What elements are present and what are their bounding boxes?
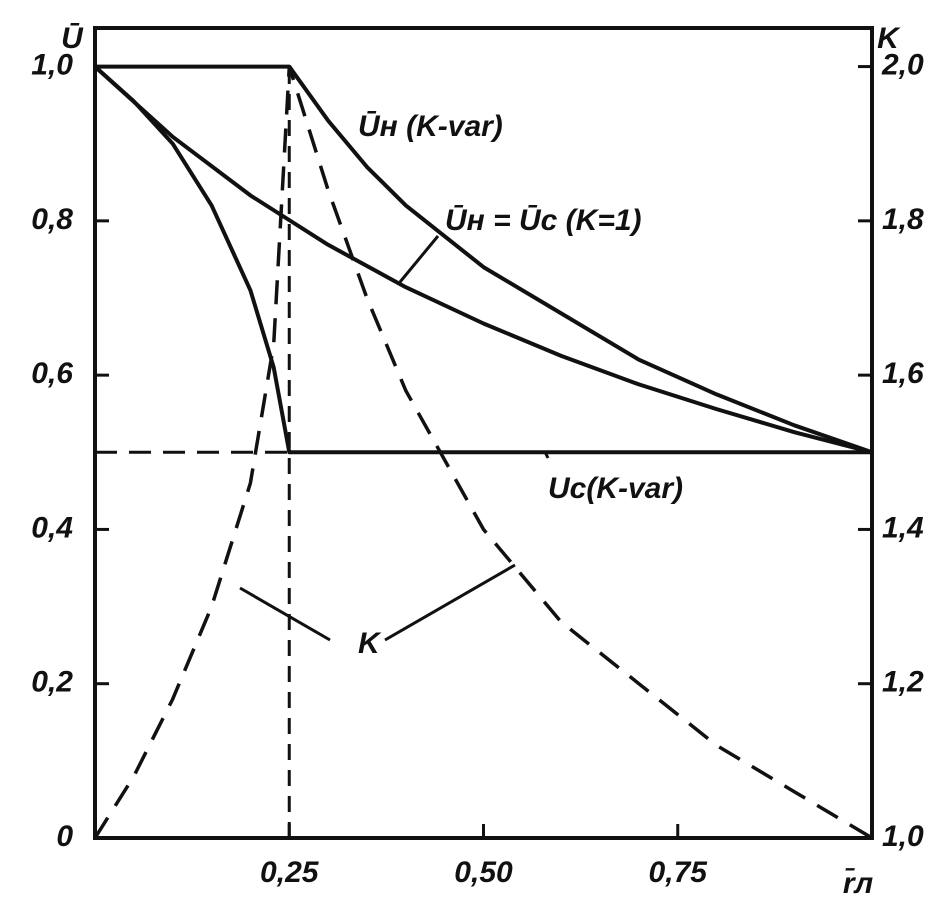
series-line <box>95 64 873 455</box>
y2-tick-label: 1,6 <box>882 357 924 390</box>
y-tick-label: 0,4 <box>31 511 73 544</box>
y-tick-label: 0 <box>56 820 73 853</box>
series-line <box>93 65 872 455</box>
x-tick-label: 0,50 <box>454 856 513 889</box>
y2-tick-label: 1,2 <box>882 666 924 699</box>
series-label: Ūн (K-var) <box>358 110 503 143</box>
series-line <box>93 64 873 840</box>
series-line <box>93 65 873 455</box>
y2-tick-label: 1,0 <box>882 820 924 853</box>
leader-line <box>543 451 550 459</box>
y2-tick-label: 2,0 <box>881 48 924 81</box>
x-tick-label: 0,75 <box>649 856 709 889</box>
y-axis-label: Ū <box>61 22 84 55</box>
y-tick-label: 1,0 <box>31 48 73 81</box>
y2-tick-label: 1,8 <box>882 203 924 236</box>
series-label: Uс(K-var) <box>548 472 683 505</box>
leader-line <box>384 563 516 642</box>
plot-frame <box>93 26 874 840</box>
y-tick-label: 0,2 <box>31 666 73 699</box>
y-tick-label: 0,8 <box>31 203 73 236</box>
x-tick-label: 0,25 <box>260 856 320 889</box>
series-label: K <box>358 627 382 660</box>
x-axis-label: r̄л <box>843 867 874 900</box>
leader-line <box>239 586 331 642</box>
y-tick-label: 0,6 <box>31 357 73 390</box>
y2-axis-label: K <box>877 22 901 55</box>
series-label: Ūн = Ūс (K=1) <box>445 204 642 237</box>
y2-tick-label: 1,4 <box>882 511 924 544</box>
leader-line <box>398 235 440 283</box>
